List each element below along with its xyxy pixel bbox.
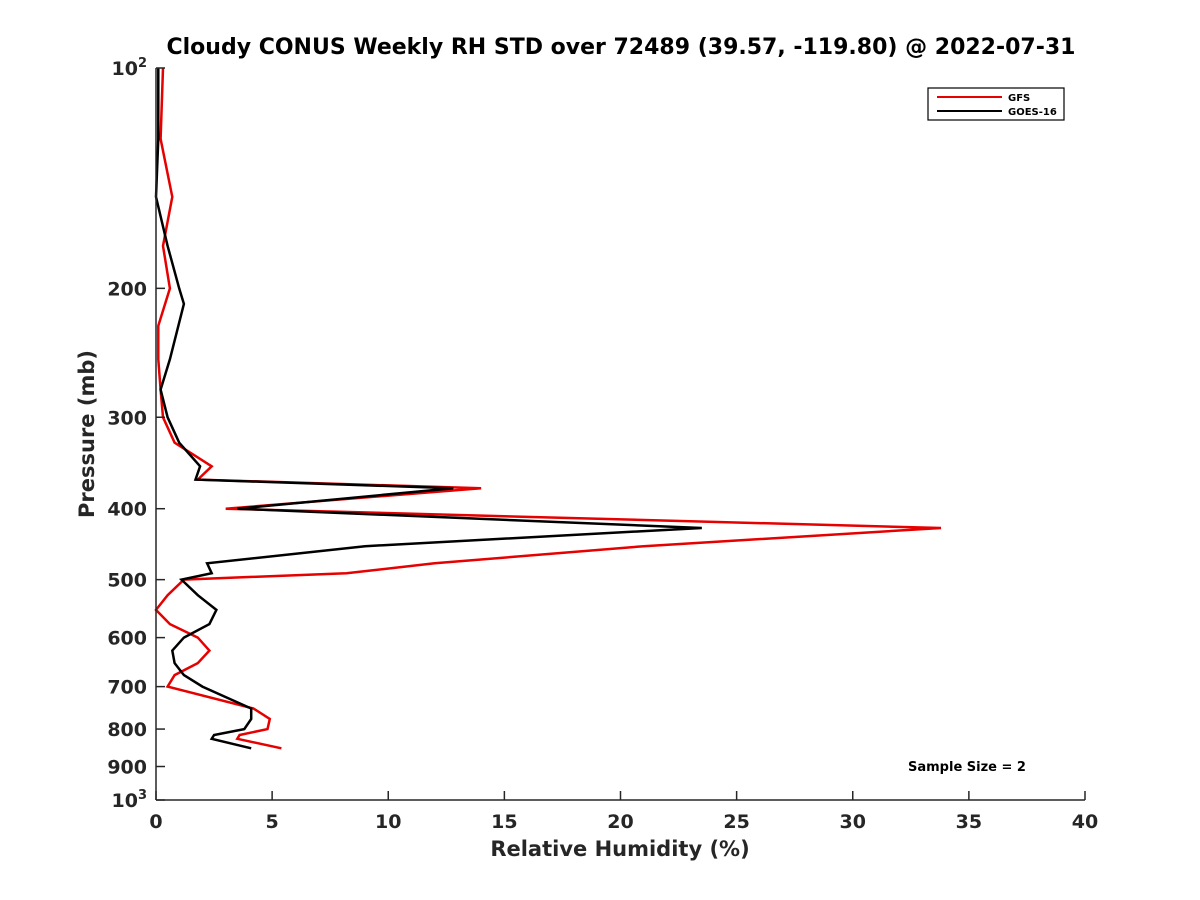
y-tick-label: 200	[107, 278, 147, 300]
y-tick-label: 600	[107, 628, 147, 650]
y-tick-label: 900	[107, 757, 147, 779]
x-tick-label: 0	[149, 811, 162, 833]
y-tick-label: 103	[112, 788, 148, 812]
x-tick-label: 10	[375, 811, 401, 833]
x-tick-label: 25	[723, 811, 749, 833]
series-layer	[154, 67, 942, 750]
x-tick-label: 5	[266, 811, 279, 833]
x-tick-label: 20	[607, 811, 633, 833]
y-tick-label: 300	[107, 407, 147, 429]
y-axis-ticks: 102 200 300 400 500 600 700 800 900 103	[107, 56, 165, 812]
plot-area	[156, 68, 1085, 800]
series-line-gfs	[154, 67, 942, 750]
chart-title: Cloudy CONUS Weekly RH STD over 72489 (3…	[167, 35, 1076, 60]
y-tick-label: 800	[107, 719, 147, 741]
legend-box	[927, 87, 1065, 121]
x-tick-label: 15	[491, 811, 517, 833]
y-axis-label: Pressure (mb)	[75, 350, 99, 518]
sample-size-annotation: Sample Size = 2	[908, 760, 1026, 775]
series-line-goes16	[154, 68, 702, 750]
legend: GFS GOES-16	[927, 87, 1065, 121]
x-axis-label: Relative Humidity (%)	[490, 837, 749, 861]
legend-label-goes16: GOES-16	[1008, 107, 1057, 118]
y-tick-label: 500	[107, 570, 147, 592]
x-axis-ticks: 0 5 10 15 20 25 30 35 40	[149, 791, 1098, 833]
x-tick-label: 40	[1072, 811, 1098, 833]
legend-label-gfs: GFS	[1008, 93, 1030, 104]
x-tick-label: 30	[840, 811, 866, 833]
y-tick-label: 400	[107, 499, 147, 521]
y-tick-label: 102	[112, 56, 148, 80]
x-tick-label: 35	[956, 811, 982, 833]
y-tick-label: 700	[107, 677, 147, 699]
